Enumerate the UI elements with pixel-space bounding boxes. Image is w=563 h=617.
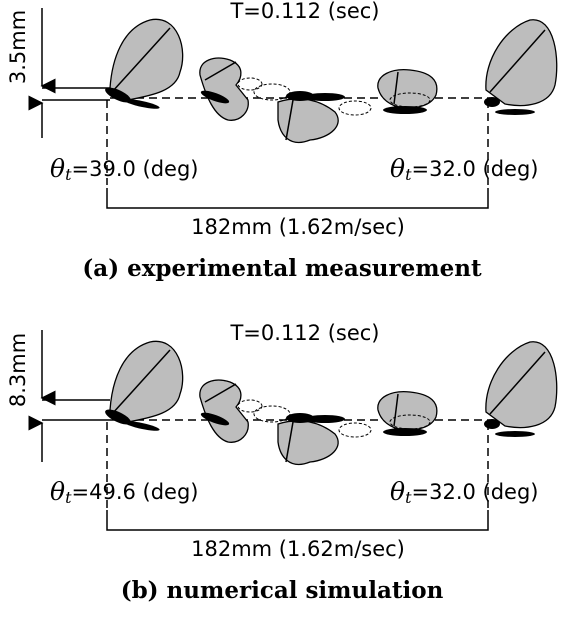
distance-bracket: [107, 510, 488, 530]
height-label: 3.5mm: [6, 10, 30, 84]
caption: (a) experimental measurement: [82, 255, 482, 282]
time-label: T=0.112 (sec): [229, 0, 379, 23]
figure: T=0.112 (sec) 3.5mm θt=39.0 (deg) θt=32.…: [0, 0, 563, 617]
flight-frames: [103, 341, 557, 464]
theta-symbol: θ: [50, 154, 65, 183]
panel-a: T=0.112 (sec) 3.5mm θt=39.0 (deg) θt=32.…: [6, 0, 557, 282]
time-label: T=0.112 (sec): [229, 321, 379, 345]
theta-left: θt=39.0 (deg): [50, 154, 199, 184]
theta-left: θt=49.6 (deg): [50, 477, 199, 507]
height-label: 8.3mm: [6, 333, 30, 407]
distance-label: 182mm (1.62m/sec): [191, 537, 405, 561]
theta-right: θt=32.0 (deg): [390, 477, 539, 507]
panel-b: T=0.112 (sec) 8.3mm θt=49.6 (deg) θt=32.…: [6, 321, 557, 604]
theta-symbol: θ: [390, 477, 405, 506]
theta-symbol: θ: [390, 154, 405, 183]
flight-frames: [103, 19, 557, 142]
distance-label: 182mm (1.62m/sec): [191, 215, 405, 239]
theta-value: =32.0 (deg): [412, 157, 539, 181]
page: {"panels": [ {"height": "3.5mm", "time":…: [0, 0, 563, 617]
theta-symbol: θ: [50, 477, 65, 506]
theta-value: =39.0 (deg): [72, 157, 199, 181]
theta-value: =49.6 (deg): [72, 480, 199, 504]
caption: (b) numerical simulation: [121, 577, 444, 604]
theta-value: =32.0 (deg): [412, 480, 539, 504]
theta-right: θt=32.0 (deg): [390, 154, 539, 184]
distance-bracket: [107, 188, 488, 208]
